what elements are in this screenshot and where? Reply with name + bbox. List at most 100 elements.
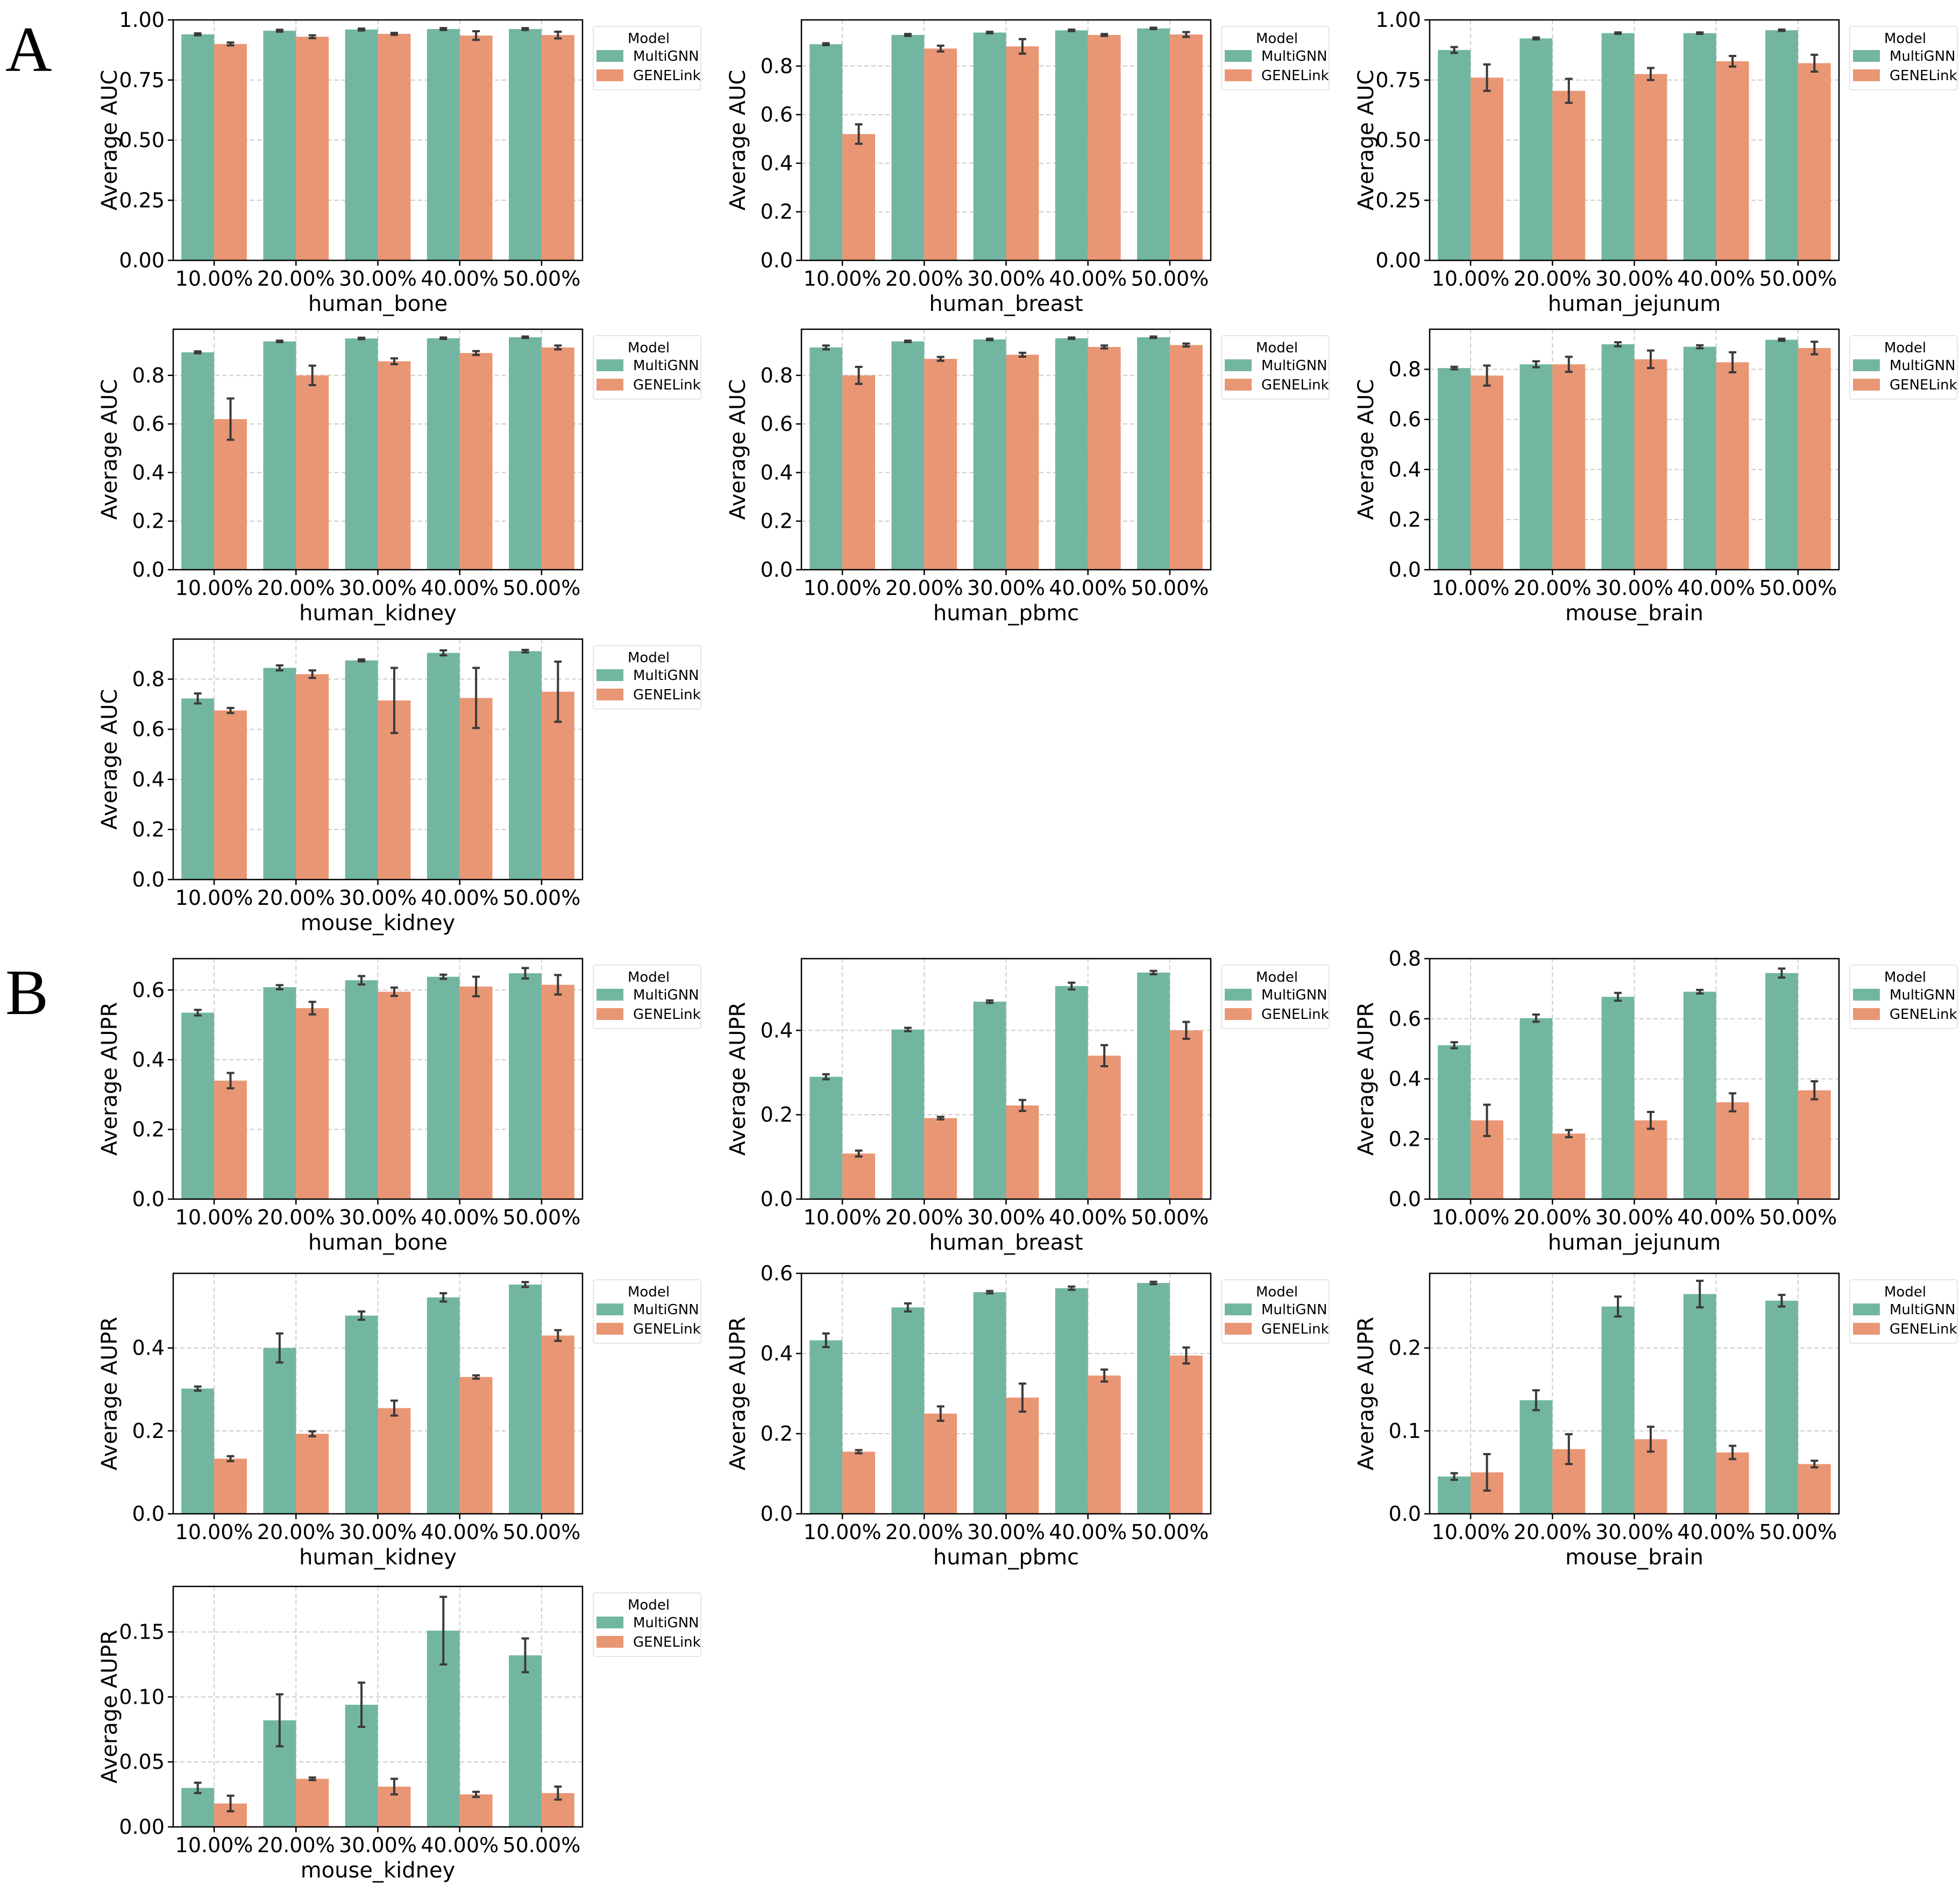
y-tick-label: 0.2 [132,818,165,841]
x-tick-label: 20.00% [885,267,963,290]
x-tick-label: 40.00% [421,267,499,290]
bar-genelink [541,1335,574,1514]
bar-genelink [459,1377,493,1514]
bar-multignn [1683,33,1716,261]
bar-genelink [296,37,329,260]
y-tick-label: 0.10 [119,1685,165,1709]
legend-swatch-genelink [1225,1323,1252,1335]
legend-swatch-genelink [596,379,623,391]
bar-genelink [1798,1090,1831,1199]
legend-label-multignn: MultiGNN [1890,48,1956,65]
y-tick-label: 0.75 [1375,68,1421,92]
x-tick-label: 30.00% [339,1520,417,1544]
x-tick-label: 40.00% [1677,267,1755,290]
bar-multignn [345,29,378,260]
y-tick-label: 0.8 [132,668,165,691]
x-tick-label: 30.00% [967,576,1045,600]
bar-genelink [1088,1055,1121,1199]
x-tick-label: 20.00% [257,1833,335,1857]
x-tick-label: 30.00% [339,1833,417,1857]
chart-b4: 0.0 0.2 0.4 10.00% 20.00% 30.00% 40.00% 50.00% h… [97,1272,701,1570]
y-tick-label: 0.25 [1375,188,1421,212]
bar-multignn [509,973,542,1199]
y-tick-label: 0.4 [761,1342,793,1365]
x-tick-label: 10.00% [1432,267,1510,290]
chart-a6: 0.0 0.2 0.4 0.6 0.8 10.00% 20.00% 30.00% 40.00% 5… [1354,328,1958,626]
x-axis-label: human_bone [308,292,448,316]
x-tick-label: 10.00% [175,1833,253,1857]
x-tick-label: 50.00% [502,1206,580,1229]
y-tick-label: 0.4 [132,768,165,791]
bar-multignn [1438,1476,1471,1514]
bar-multignn [1438,368,1471,570]
bar-genelink [459,1794,493,1827]
legend-title: Model [1256,31,1298,47]
x-tick-label: 30.00% [967,1206,1045,1229]
x-tick-label: 20.00% [885,1206,963,1229]
bar-multignn [263,341,296,570]
y-tick-label: 0.0 [132,1502,165,1526]
legend-title: Model [1884,1284,1926,1300]
x-tick-label: 40.00% [1677,576,1755,600]
bar-multignn [509,337,542,570]
x-tick-label: 30.00% [339,267,417,290]
bar-genelink [842,375,875,570]
legend-swatch-multignn [1853,989,1880,1001]
legend-label-multignn: MultiGNN [1890,358,1956,374]
legend-title: Model [628,650,670,666]
x-tick-label: 50.00% [502,886,580,910]
y-tick-label: 0.6 [132,718,165,741]
bar-multignn [973,1001,1006,1199]
bar-multignn [345,1315,378,1514]
y-tick-label: 0.6 [761,103,793,126]
x-axis-label: mouse_kidney [301,1858,456,1883]
bar-multignn [345,338,378,570]
y-tick-label: 0.2 [1389,508,1421,532]
legend-swatch-genelink [596,1636,623,1648]
bar-genelink [214,44,247,260]
bar-genelink [459,986,493,1199]
y-tick-label: 0.2 [1389,1127,1421,1151]
x-axis-label: human_jejunum [1548,292,1721,316]
bar-multignn [1765,30,1798,260]
chart-b5: 0.0 0.2 0.4 0.6 10.00% 20.00% 30.00% 40.00% 50.0… [726,1262,1330,1570]
bar-multignn [1055,986,1088,1199]
x-tick-label: 40.00% [421,1833,499,1857]
bar-multignn [181,352,215,570]
legend-swatch-multignn [596,989,623,1001]
bar-genelink [541,691,574,880]
legend-title: Model [1256,340,1298,356]
y-tick-label: 0.1 [1389,1419,1421,1443]
y-tick-label: 0.2 [132,509,165,533]
legend-swatch-multignn [1225,989,1252,1001]
legend-swatch-multignn [596,50,623,62]
chart-b3: 0.0 0.2 0.4 0.6 0.8 10.00% 20.00% 30.00% 40.00% 5… [1354,947,1958,1255]
bar-multignn [427,653,460,880]
x-tick-label: 40.00% [1049,1206,1127,1229]
y-axis-label: Average AUC [1354,70,1379,211]
bar-multignn [1683,346,1716,570]
bar-multignn [973,1292,1006,1514]
chart-b6: 0.0 0.1 0.2 10.00% 20.00% 30.00% 40.00% 50.00% m… [1354,1272,1958,1570]
x-tick-label: 20.00% [885,1520,963,1544]
y-tick-label: 0.4 [1389,1067,1421,1091]
legend-label-genelink: GENELink [1890,1321,1957,1337]
bar-genelink [1088,346,1121,570]
y-tick-label: 0.6 [1389,1007,1421,1031]
x-tick-label: 20.00% [257,267,335,290]
y-tick-label: 0.05 [119,1750,165,1774]
legend-label-genelink: GENELink [1890,1007,1957,1023]
x-tick-label: 20.00% [257,1520,335,1544]
y-tick-label: 0.0 [761,1502,793,1526]
x-tick-label: 10.00% [175,267,253,290]
legend-title: Model [628,31,670,47]
bar-genelink [1798,1464,1831,1514]
x-tick-label: 10.00% [804,267,882,290]
legend-swatch-genelink [596,1008,623,1020]
legend-label-multignn: MultiGNN [633,1302,699,1318]
y-tick-label: 0.0 [1389,1502,1421,1526]
y-axis-label: Average AUPR [1354,1317,1379,1471]
legend-title: Model [628,1597,670,1613]
y-tick-label: 0.4 [132,460,165,484]
bar-multignn [263,31,296,261]
